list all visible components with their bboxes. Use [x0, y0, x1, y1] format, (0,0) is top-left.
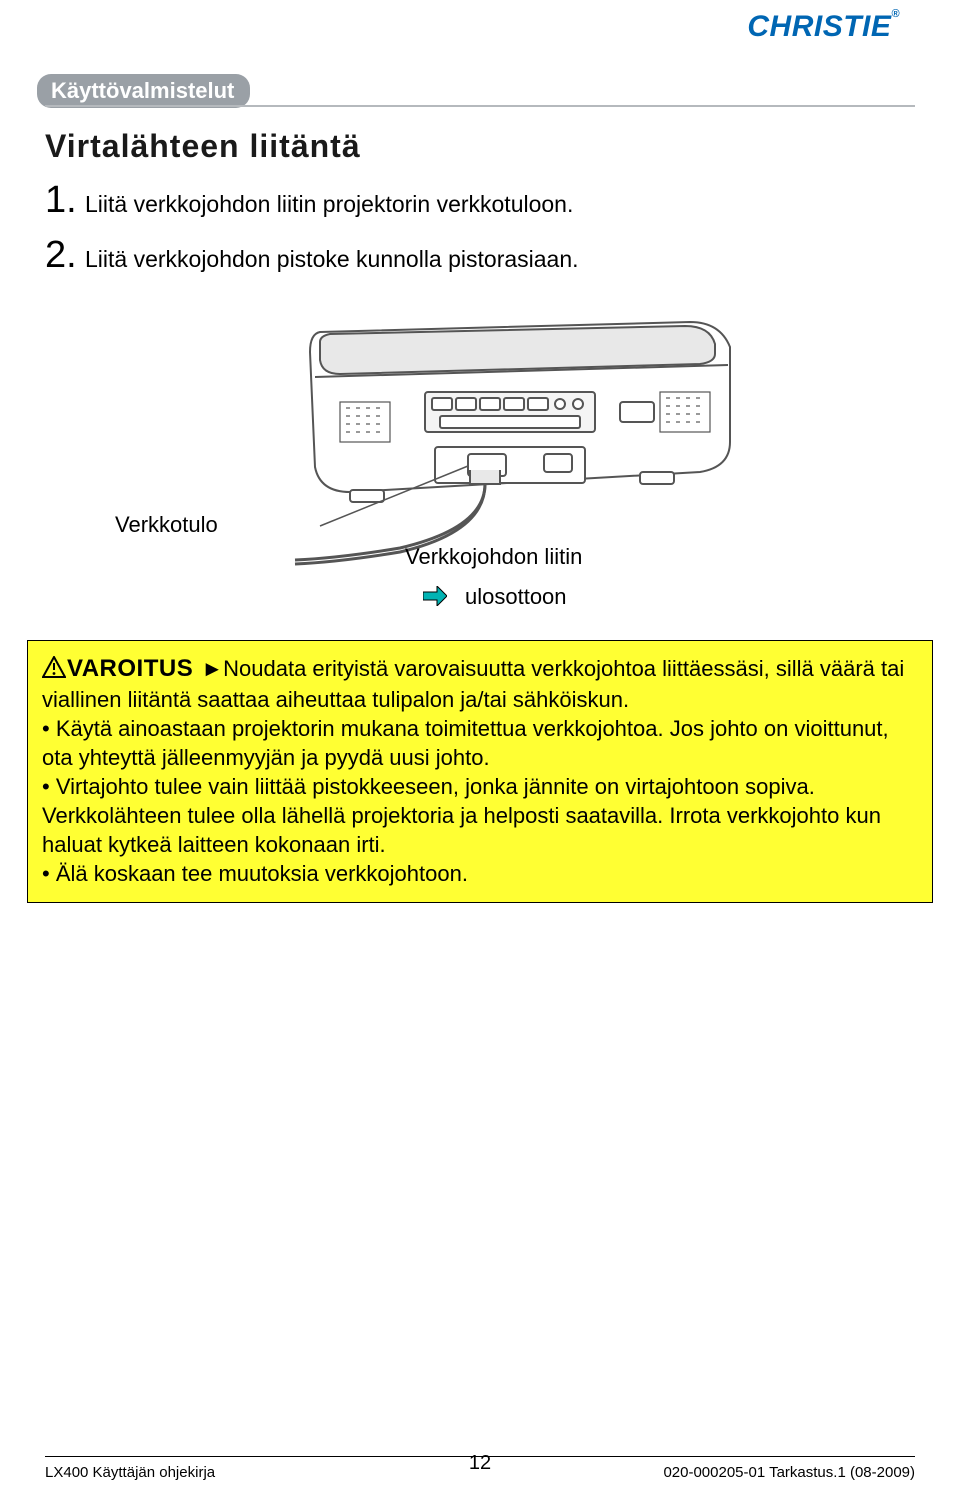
diagram-label-ulosottoon: ulosottoon: [465, 584, 567, 610]
brand-reg-mark: ®: [891, 8, 900, 20]
footer-row: LX400 Käyttäjän ohjekirja 12 020-000205-…: [45, 1458, 915, 1481]
footer-right: 020-000205-01 Tarkastus.1 (08-2009): [625, 1464, 915, 1481]
section-tab: Käyttövalmistelut: [37, 74, 250, 108]
warning-bullet: • Käytä ainoastaan projektorin mukana to…: [42, 716, 889, 770]
diagram-label-liitin: Verkkojohdon liitin: [405, 544, 582, 570]
warning-heading: VAROITUS: [67, 655, 193, 682]
diagram-label-verkkotulo: Verkkotulo: [115, 512, 218, 538]
brand-name: CHRISTIE: [747, 10, 891, 43]
projector-illustration-icon: [200, 302, 760, 572]
warning-bullet: • Virtajohto tulee vain liittää pistokke…: [42, 774, 881, 857]
step-text: Liitä verkkojohdon liitin projektorin ve…: [85, 189, 573, 220]
numbered-steps: 1. Liitä verkkojohdon liitin projektorin…: [45, 175, 915, 282]
footer-page-number: 12: [335, 1452, 625, 1475]
warning-box: VAROITUS ►Noudata erityistä varovaisuutt…: [27, 640, 933, 903]
warning-bullet: • Älä koskaan tee muutoksia verkkojohtoo…: [42, 861, 468, 886]
page-footer: LX400 Käyttäjän ohjekirja 12 020-000205-…: [45, 1456, 915, 1481]
footer-left: LX400 Käyttäjän ohjekirja: [45, 1464, 335, 1481]
step-text: Liitä verkkojohdon pistoke kunnolla pist…: [85, 244, 579, 275]
page-root: CHRISTIE® Käyttövalmistelut Virtalähteen…: [0, 0, 960, 1499]
brand-logo: CHRISTIE®: [747, 10, 910, 44]
step-number: 1.: [45, 175, 85, 226]
step-number: 2.: [45, 230, 85, 281]
page-title: Virtalähteen liitäntä: [45, 128, 915, 165]
outlet-arrow-icon: [423, 586, 447, 606]
warning-triangle-icon: [42, 656, 66, 685]
step-row: 2. Liitä verkkojohdon pistoke kunnolla p…: [45, 230, 915, 281]
projector-diagram: Verkkotulo Verkkojohdon liitin ulosottoo…: [45, 302, 915, 632]
step-row: 1. Liitä verkkojohdon liitin projektorin…: [45, 175, 915, 226]
section-rule: [45, 105, 915, 107]
header-row: CHRISTIE®: [45, 10, 915, 44]
